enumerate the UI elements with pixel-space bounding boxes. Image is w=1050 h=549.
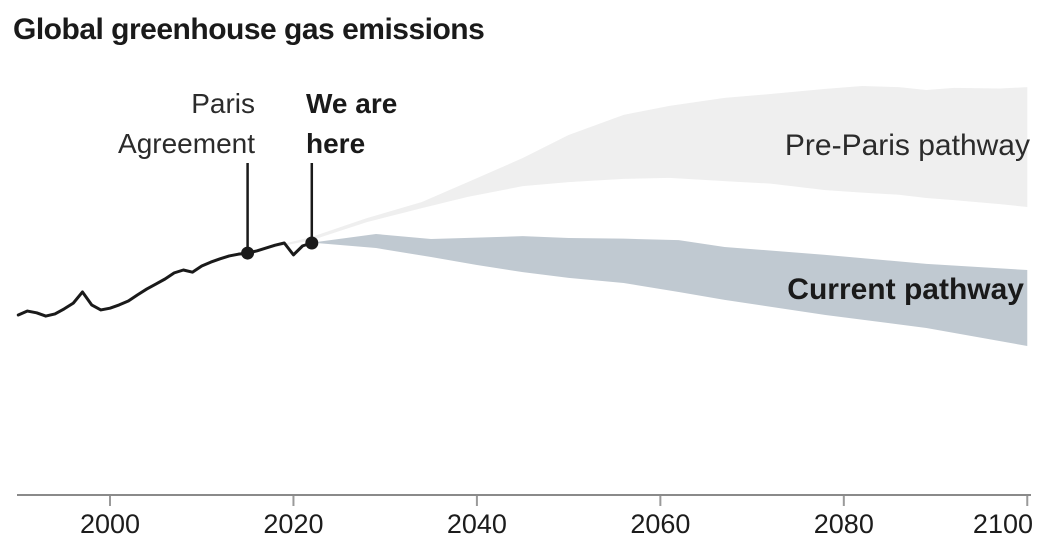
here-marker-dot (305, 236, 319, 250)
pre-paris-pathway-label: Pre-Paris pathway (784, 129, 1030, 162)
chart-title: Global greenhouse gas emissions (13, 13, 485, 46)
historical-line (16, 241, 314, 318)
pre-paris-band (247, 86, 1028, 253)
paris-agreement-annotation: Paris Agreement (118, 84, 255, 164)
here-annotation-line2: here (306, 128, 366, 159)
x-tick-label: 2060 (630, 509, 691, 539)
x-tick-label: 2020 (263, 509, 324, 539)
we-are-here-annotation: We are here (306, 84, 397, 164)
current-pathway-band (311, 234, 1028, 346)
current-pathway-label: Current pathway (787, 273, 1024, 306)
paris-annotation-line2: Agreement (118, 128, 255, 159)
x-tick-label: 2000 (79, 509, 141, 539)
x-tick-label: 2040 (446, 509, 507, 539)
paris-annotation-line1: Paris (191, 88, 255, 119)
here-annotation-line1: We are (306, 88, 398, 119)
x-tick-label: 2100 (972, 509, 1033, 539)
x-tick-label: 2080 (813, 509, 874, 539)
paris-marker-dot (241, 246, 255, 260)
